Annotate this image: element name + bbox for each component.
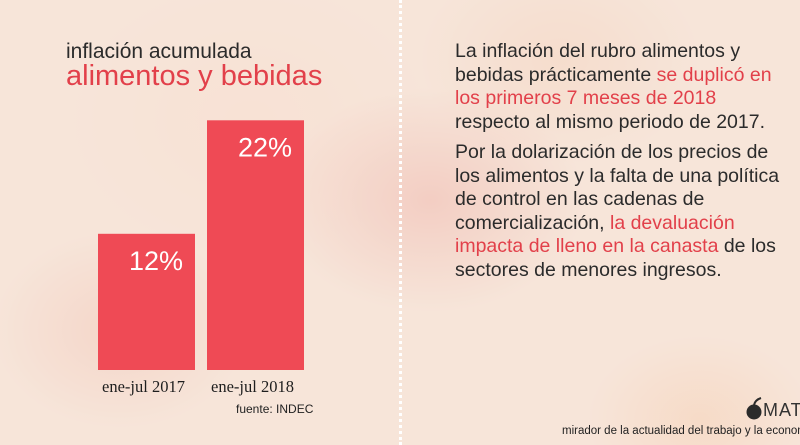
- paragraph-1-highlight: se duplicó en los primeros 7 meses de 20…: [455, 63, 772, 110]
- paragraph-2-text-b: de los sectores de menores ingresos.: [455, 235, 776, 281]
- body-text: La inflación del rubro alimentos y bebid…: [455, 40, 785, 289]
- paragraph-1-text-b: respecto al mismo periodo de 2017.: [455, 110, 766, 133]
- bar-value-label-1: 22%: [238, 132, 292, 162]
- paragraph-1-text-a: La inflación del rubro alimentos y bebid…: [455, 40, 741, 86]
- chart-title: alimentos y bebidas: [66, 60, 323, 92]
- brand-tagline: mirador de la actualidad del trabajo y l…: [562, 425, 800, 437]
- mate-logo-icon: [746, 397, 762, 420]
- category-label-1: ene-jul 2018: [211, 377, 294, 396]
- dotted-divider: [399, 0, 402, 445]
- paragraph-2: Por la dolarización de los precios de lo…: [455, 141, 785, 282]
- bar-1: [207, 120, 304, 370]
- bar-chart: 12% ene-jul 2017 22% ene-jul 2018: [98, 120, 304, 396]
- chart-subtitle: inflación acumulada: [66, 40, 252, 63]
- category-label-0: ene-jul 2017: [102, 377, 185, 396]
- paragraph-2-highlight: la devaluación impacta de lleno en la ca…: [455, 211, 735, 258]
- paragraph-2-text-a: Por la dolarización de los precios de lo…: [455, 141, 780, 234]
- paragraph-1: La inflación del rubro alimentos y bebid…: [455, 40, 785, 134]
- brand-logo-text: MAT: [763, 400, 800, 420]
- bar-0: [98, 233, 195, 370]
- source-note: fuente: INDEC: [236, 402, 314, 416]
- bar-value-label-0: 12%: [129, 246, 183, 276]
